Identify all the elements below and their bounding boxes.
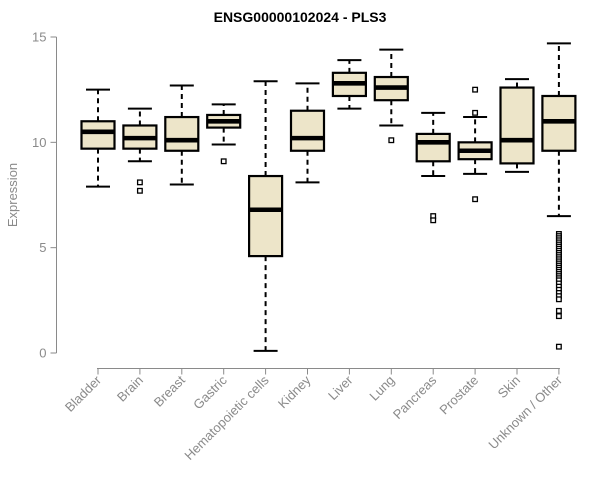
boxplot-gastric bbox=[206, 103, 242, 165]
boxplot-liver bbox=[331, 59, 367, 110]
iqr-box bbox=[499, 86, 535, 165]
iqr-box bbox=[164, 115, 200, 152]
y-tick-label: 5 bbox=[39, 240, 46, 255]
boxplot-prostate bbox=[457, 86, 493, 203]
y-axis-title: Expression bbox=[5, 163, 20, 227]
iqr-box bbox=[248, 174, 284, 258]
boxplot-unknown-other bbox=[541, 42, 577, 350]
boxplot-bladder bbox=[80, 88, 116, 188]
x-category-label-prostate: Prostate bbox=[436, 373, 481, 418]
outlier-point bbox=[472, 109, 479, 116]
x-category-label-pancreas: Pancreas bbox=[390, 372, 440, 422]
x-category-label-brain: Brain bbox=[114, 373, 146, 405]
outlier-point bbox=[555, 296, 562, 303]
boxplot-kidney bbox=[289, 82, 326, 184]
boxplot-brain bbox=[122, 107, 158, 194]
chart-title: ENSG00000102024 - PLS3 bbox=[213, 9, 387, 25]
outlier-point bbox=[472, 196, 479, 203]
y-tick-label: 15 bbox=[32, 30, 46, 45]
outlier-point bbox=[220, 158, 227, 165]
x-category-label-lung: Lung bbox=[366, 373, 397, 404]
x-category-label-unknown-other: Unknown / Other bbox=[485, 372, 565, 452]
outlier-point bbox=[555, 307, 562, 314]
outlier-point bbox=[388, 137, 395, 144]
boxplot-breast bbox=[164, 84, 200, 186]
boxplot-skin bbox=[499, 78, 535, 173]
x-category-label-skin: Skin bbox=[495, 373, 523, 401]
boxplot-hematopoietic-cells bbox=[248, 80, 284, 352]
x-category-label-kidney: Kidney bbox=[275, 372, 314, 411]
x-category-label-gastric: Gastric bbox=[190, 372, 230, 412]
x-category-label-bladder: Bladder bbox=[62, 372, 105, 415]
outlier-point bbox=[555, 343, 562, 350]
iqr-box bbox=[80, 120, 116, 150]
boxplot-pancreas bbox=[415, 111, 451, 224]
outlier-point bbox=[136, 187, 143, 194]
outlier-point bbox=[555, 313, 562, 320]
y-tick-label: 0 bbox=[39, 346, 46, 361]
outlier-point bbox=[472, 86, 479, 93]
iqr-box bbox=[289, 109, 326, 152]
x-category-label-liver: Liver bbox=[325, 372, 356, 403]
outlier-point bbox=[430, 217, 437, 224]
boxplot-lung bbox=[373, 48, 409, 144]
iqr-box bbox=[415, 132, 451, 163]
x-category-label-breast: Breast bbox=[151, 372, 188, 409]
outlier-point bbox=[136, 179, 143, 186]
y-tick-label: 10 bbox=[32, 135, 46, 150]
